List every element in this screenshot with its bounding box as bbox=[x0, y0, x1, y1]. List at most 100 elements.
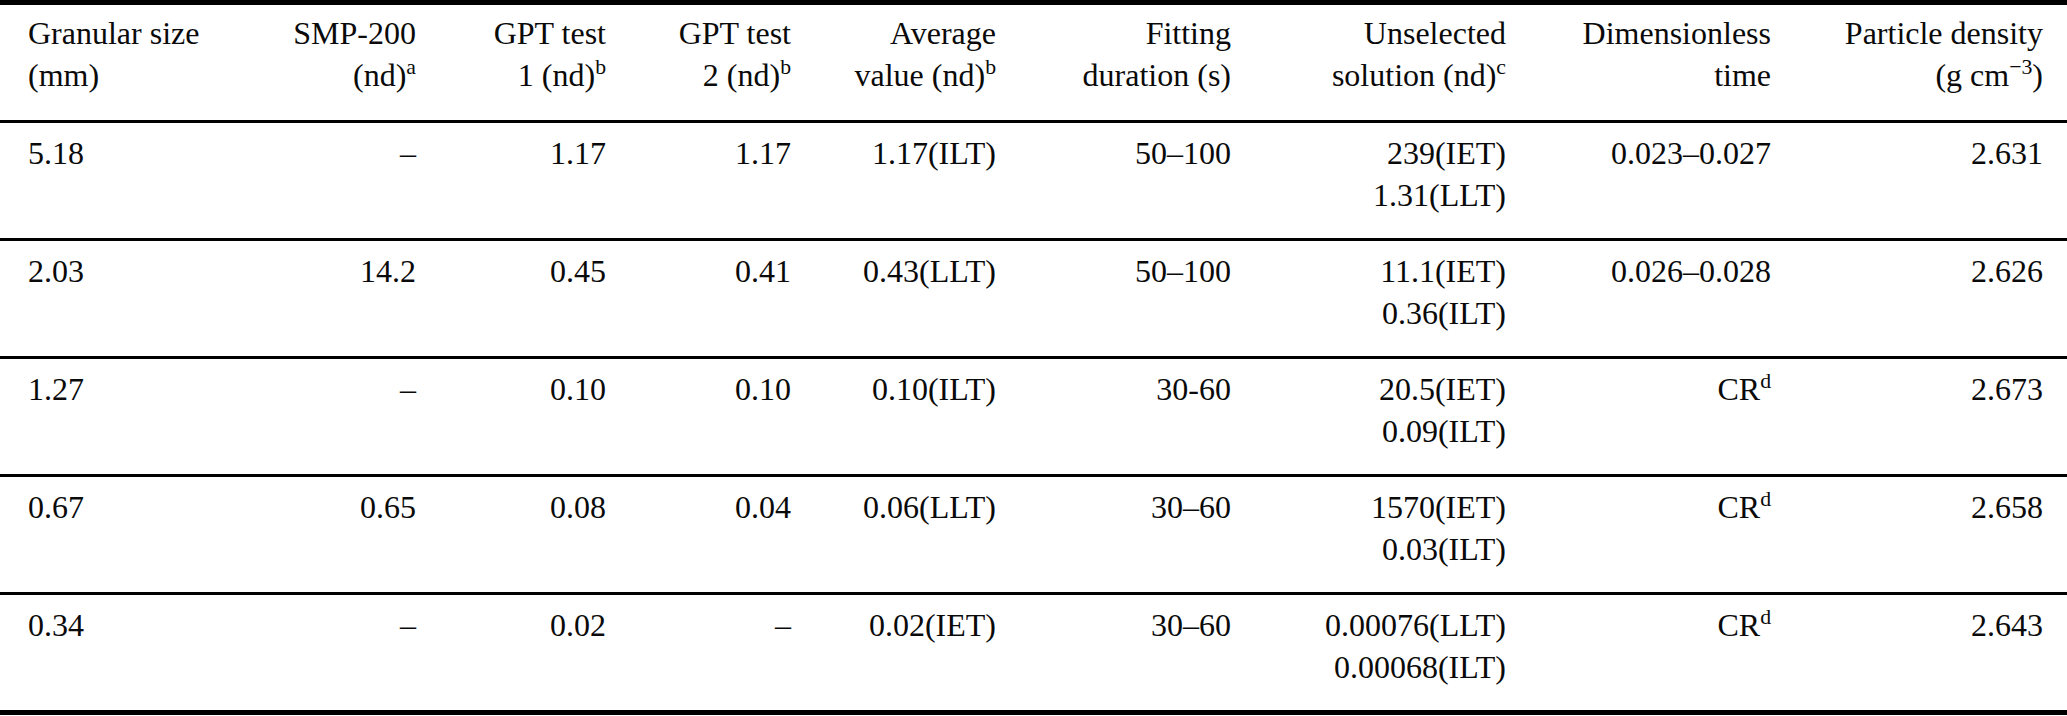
header-dimensionless-time: Dimensionless time bbox=[1510, 3, 1775, 122]
cell-text: 0.67 bbox=[28, 489, 84, 525]
footnote-marker: d bbox=[1760, 605, 1771, 629]
header-line2: solution (nd)c bbox=[1235, 54, 1506, 96]
cell-gpt-test-2: – bbox=[610, 594, 795, 713]
header-line2: 2 (nd)b bbox=[610, 54, 791, 96]
cell-text: 2.643 bbox=[1971, 607, 2043, 643]
cell-granular-size: 0.67 bbox=[0, 476, 280, 594]
cell-text: 0.026–0.028 bbox=[1611, 253, 1771, 289]
header-unit: time bbox=[1714, 57, 1771, 93]
cell-text: 1.17 bbox=[735, 135, 791, 171]
cell-text: 0.45 bbox=[550, 253, 606, 289]
cell-average-value: 0.10(ILT) bbox=[795, 358, 1000, 476]
cell-text: – bbox=[775, 607, 791, 643]
cell-particle-density: 2.673 bbox=[1775, 358, 2067, 476]
table-row: 1.27 – 0.10 0.10 0.10(ILT) 30-60 20.5(IE… bbox=[0, 358, 2067, 476]
header-gpt-test-1: GPT test 1 (nd)b bbox=[420, 3, 610, 122]
table-row: 0.67 0.65 0.08 0.04 0.06(LLT) 30–60 1570… bbox=[0, 476, 2067, 594]
cell-line2: 1.31(LLT) bbox=[1235, 174, 1506, 216]
header-line2: 1 (nd)b bbox=[420, 54, 606, 96]
cell-particle-density: 2.643 bbox=[1775, 594, 2067, 713]
header-unit: (g cm bbox=[1935, 57, 2009, 93]
cell-granular-size: 5.18 bbox=[0, 122, 280, 240]
cell-average-value: 1.17(ILT) bbox=[795, 122, 1000, 240]
cell-dimensionless-time: CRd bbox=[1510, 476, 1775, 594]
cell-text: 1.27 bbox=[28, 371, 84, 407]
cell-granular-size: 0.34 bbox=[0, 594, 280, 713]
cell-text: 30–60 bbox=[1151, 607, 1231, 643]
header-line1: Average bbox=[795, 12, 996, 54]
cell-text: 0.10 bbox=[550, 371, 606, 407]
cell-average-value: 0.02(IET) bbox=[795, 594, 1000, 713]
footnote-marker: a bbox=[406, 55, 416, 79]
cell-unselected-solution: 1570(IET)0.03(ILT) bbox=[1235, 476, 1510, 594]
footnote-marker: b bbox=[595, 55, 606, 79]
cell-text: CR bbox=[1717, 607, 1760, 643]
header-line1: Granular size bbox=[28, 12, 276, 54]
cell-text: – bbox=[400, 371, 416, 407]
header-line1: Particle density bbox=[1775, 12, 2043, 54]
cell-dimensionless-time: CRd bbox=[1510, 594, 1775, 713]
cell-text: 14.2 bbox=[360, 253, 416, 289]
header-line1: SMP-200 bbox=[280, 12, 416, 54]
cell-text: 2.673 bbox=[1971, 371, 2043, 407]
header-line1: GPT test bbox=[610, 12, 791, 54]
cell-gpt-test-1: 0.02 bbox=[420, 594, 610, 713]
cell-text: 0.02(IET) bbox=[869, 607, 996, 643]
cell-unselected-solution: 11.1(IET)0.36(ILT) bbox=[1235, 240, 1510, 358]
cell-unselected-solution: 239(IET)1.31(LLT) bbox=[1235, 122, 1510, 240]
cell-smp-200: 0.65 bbox=[280, 476, 420, 594]
cell-text: 11.1(IET) bbox=[1380, 253, 1506, 289]
header-line1: Fitting bbox=[1000, 12, 1231, 54]
footnote-marker: d bbox=[1760, 369, 1771, 393]
header-unselected-solution: Unselected solution (nd)c bbox=[1235, 3, 1510, 122]
table-row: 2.03 14.2 0.45 0.41 0.43(LLT) 50–100 11.… bbox=[0, 240, 2067, 358]
cell-unselected-solution: 20.5(IET)0.09(ILT) bbox=[1235, 358, 1510, 476]
header-unit-tail: ) bbox=[2032, 57, 2043, 93]
header-row: Granular size (mm) SMP-200 (nd)a GPT tes… bbox=[0, 3, 2067, 122]
table-row: 5.18 – 1.17 1.17 1.17(ILT) 50–100 239(IE… bbox=[0, 122, 2067, 240]
header-unit: value (nd) bbox=[855, 57, 986, 93]
header-unit: (nd) bbox=[353, 57, 406, 93]
cell-text: 2.626 bbox=[1971, 253, 2043, 289]
cell-gpt-test-2: 1.17 bbox=[610, 122, 795, 240]
footnote-marker: c bbox=[1496, 55, 1506, 79]
cell-text: 1.17 bbox=[550, 135, 606, 171]
header-unit: 1 (nd) bbox=[518, 57, 595, 93]
cell-text: 5.18 bbox=[28, 135, 84, 171]
cell-text: 0.06(LLT) bbox=[863, 489, 996, 525]
cell-text: 1.17(ILT) bbox=[872, 135, 996, 171]
header-smp-200: SMP-200 (nd)a bbox=[280, 3, 420, 122]
results-table: Granular size (mm) SMP-200 (nd)a GPT tes… bbox=[0, 0, 2067, 715]
cell-text: 0.10 bbox=[735, 371, 791, 407]
cell-text: 0.34 bbox=[28, 607, 84, 643]
footnote-marker: b bbox=[780, 55, 791, 79]
cell-average-value: 0.06(LLT) bbox=[795, 476, 1000, 594]
cell-text: 239(IET) bbox=[1387, 135, 1506, 171]
cell-text: 0.65 bbox=[360, 489, 416, 525]
header-line2: duration (s) bbox=[1000, 54, 1231, 96]
header-unit: duration (s) bbox=[1083, 57, 1231, 93]
header-line2: (nd)a bbox=[280, 54, 416, 96]
cell-text: – bbox=[400, 607, 416, 643]
cell-text: 1570(IET) bbox=[1371, 489, 1506, 525]
header-line1: Unselected bbox=[1235, 12, 1506, 54]
cell-smp-200: – bbox=[280, 358, 420, 476]
header-line2: (g cm−3) bbox=[1775, 54, 2043, 96]
cell-gpt-test-1: 1.17 bbox=[420, 122, 610, 240]
cell-text: 50–100 bbox=[1135, 135, 1231, 171]
footnote-marker: d bbox=[1760, 487, 1771, 511]
cell-text: 30–60 bbox=[1151, 489, 1231, 525]
cell-gpt-test-2: 0.10 bbox=[610, 358, 795, 476]
cell-text: 0.08 bbox=[550, 489, 606, 525]
cell-fitting-duration: 30–60 bbox=[1000, 594, 1235, 713]
cell-smp-200: – bbox=[280, 122, 420, 240]
cell-line2: 0.00068(ILT) bbox=[1235, 646, 1506, 688]
cell-line2: 0.09(ILT) bbox=[1235, 410, 1506, 452]
header-line2: (mm) bbox=[28, 54, 276, 96]
cell-text: 2.631 bbox=[1971, 135, 2043, 171]
header-line1: GPT test bbox=[420, 12, 606, 54]
cell-particle-density: 2.626 bbox=[1775, 240, 2067, 358]
cell-text: 20.5(IET) bbox=[1379, 371, 1506, 407]
cell-text: 50–100 bbox=[1135, 253, 1231, 289]
header-fitting-duration: Fitting duration (s) bbox=[1000, 3, 1235, 122]
